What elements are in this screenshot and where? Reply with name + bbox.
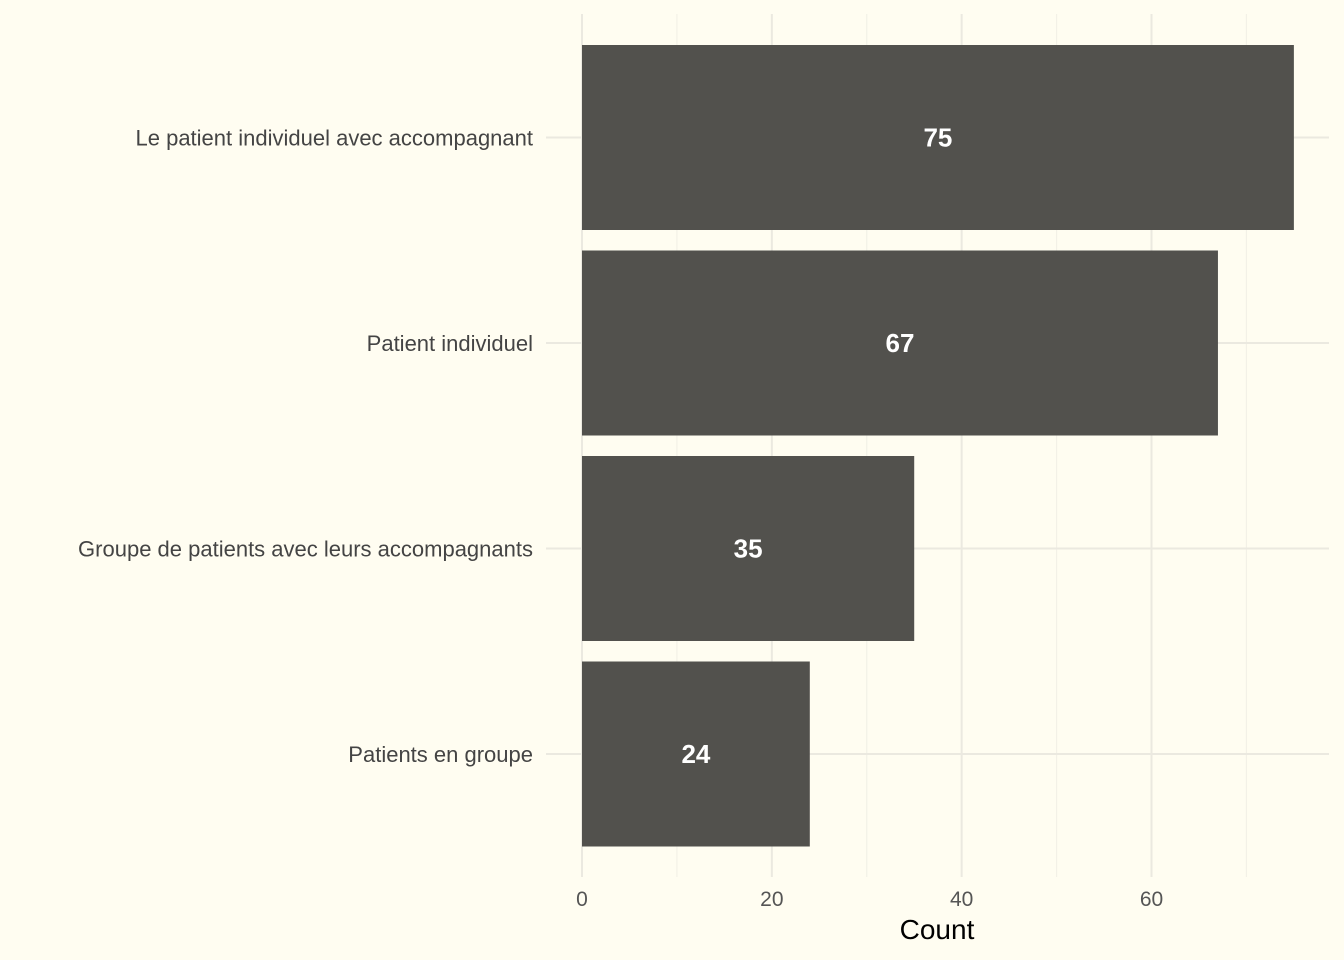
bar xyxy=(582,456,915,641)
x-tick-label: 40 xyxy=(950,888,973,911)
x-axis-title: Count xyxy=(900,914,975,945)
x-tick-label: 60 xyxy=(1140,888,1163,911)
data-label: 24 xyxy=(681,739,710,769)
category-label: Le patient individuel avec accompagnant xyxy=(136,126,534,151)
data-label: 67 xyxy=(886,328,915,358)
data-label: 35 xyxy=(734,534,763,564)
data-label: 75 xyxy=(923,123,952,153)
category-labels: Le patient individuel avec accompagnant P… xyxy=(78,126,533,768)
data-labels: 75 67 35 24 xyxy=(681,123,952,770)
bar xyxy=(582,661,810,847)
category-label: Patients en groupe xyxy=(348,742,533,767)
category-label: Groupe de patients avec leurs accompagna… xyxy=(78,537,533,562)
bar xyxy=(582,250,1218,436)
x-tick-label: 0 xyxy=(576,888,588,911)
bars xyxy=(582,45,1294,847)
bar xyxy=(582,45,1294,230)
category-label: Patient individuel xyxy=(367,331,533,356)
x-tick-labels: 0 20 40 60 xyxy=(576,888,1163,911)
x-tick-label: 20 xyxy=(760,888,783,911)
